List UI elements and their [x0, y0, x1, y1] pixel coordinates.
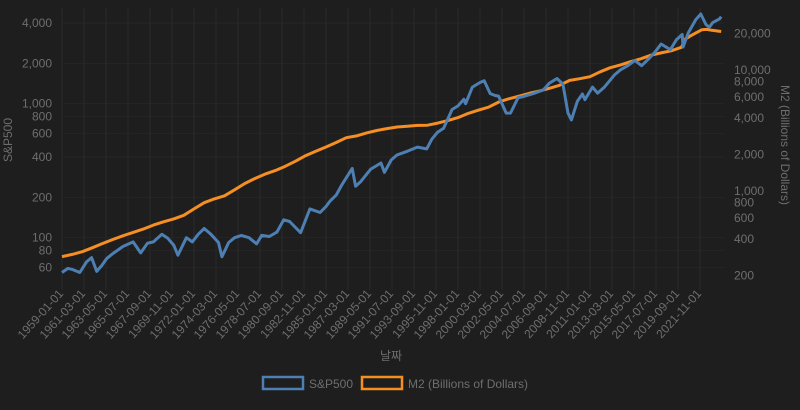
- series-lines: [61, 12, 723, 274]
- x-axis-title: 날짜: [380, 349, 402, 363]
- right-tick-label: 1,000: [734, 184, 764, 198]
- left-tick-label: 60: [39, 260, 53, 274]
- left-tick-label: 400: [32, 150, 52, 164]
- legend-swatch-m2: [360, 375, 404, 391]
- legend: S&P500 M2 (Billions of Dollars): [261, 375, 528, 391]
- grid: [61, 8, 724, 290]
- left-tick-label: 4,000: [22, 16, 52, 30]
- right-tick-label: 6,000: [734, 90, 764, 104]
- right-tick-label: 600: [734, 211, 754, 225]
- legend-label-m2: M2 (Billions of Dollars): [408, 377, 528, 391]
- legend-item-m2[interactable]: M2 (Billions of Dollars): [360, 375, 528, 391]
- right-tick-label: 20,000: [734, 27, 771, 41]
- left-axis-title: S&P500: [1, 118, 15, 162]
- right-tick-label: 8,000: [734, 75, 764, 89]
- right-tick-label: 400: [734, 232, 754, 246]
- left-tick-label: 1,000: [22, 97, 52, 111]
- right-tick-label: 2,000: [734, 148, 764, 162]
- x-axis-ticks: 1959-01-011961-03-011963-05-011965-07-01…: [15, 286, 705, 341]
- left-tick-label: 800: [32, 110, 52, 124]
- left-tick-label: 80: [39, 244, 53, 258]
- legend-swatch-sp500: [261, 375, 305, 391]
- left-tick-label: 2,000: [22, 56, 52, 70]
- right-tick-label: 10,000: [734, 63, 771, 77]
- left-tick-label: 100: [32, 231, 52, 245]
- right-axis-title: M2 (Billions of Dollars): [778, 85, 792, 205]
- left-tick-label: 200: [32, 190, 52, 204]
- legend-item-sp500[interactable]: S&P500: [261, 375, 353, 391]
- right-tick-label: 200: [734, 269, 754, 283]
- right-tick-label: 800: [734, 196, 754, 210]
- m2-line: [61, 27, 722, 259]
- sp500-line: [61, 12, 723, 274]
- right-tick-label: 4,000: [734, 111, 764, 125]
- legend-label-sp500: S&P500: [309, 377, 353, 391]
- left-tick-label: 600: [32, 126, 52, 140]
